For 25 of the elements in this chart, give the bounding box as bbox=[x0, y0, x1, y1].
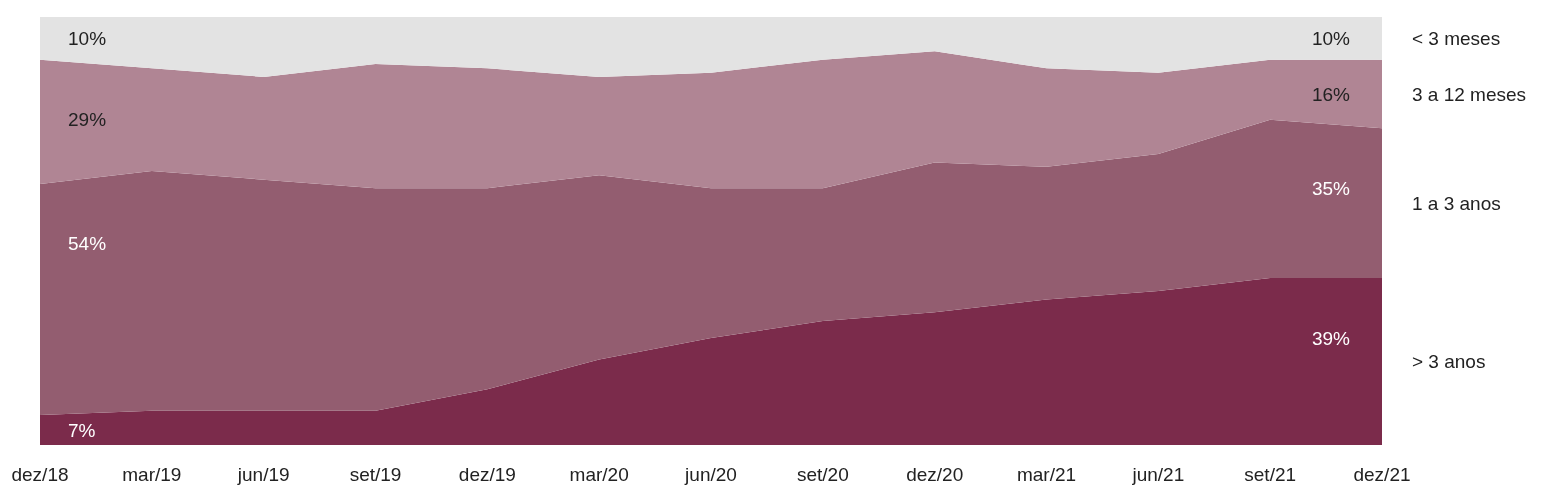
x-tick-label: mar/19 bbox=[122, 464, 182, 485]
data-label: 29% bbox=[68, 109, 107, 131]
x-tick-label: dez/19 bbox=[458, 464, 516, 485]
series-label: 3 a 12 meses bbox=[1412, 83, 1527, 105]
x-tick-label: set/19 bbox=[349, 464, 402, 485]
x-tick-label: dez/20 bbox=[906, 464, 964, 485]
series-label: > 3 anos bbox=[1412, 351, 1486, 373]
data-label: 39% bbox=[1311, 327, 1351, 349]
x-tick-label: dez/21 bbox=[1353, 464, 1411, 485]
x-tick-label: mar/20 bbox=[569, 464, 629, 485]
x-tick-label: jun/19 bbox=[236, 464, 290, 485]
series-label: < 3 meses bbox=[1412, 27, 1501, 49]
x-tick-label: jun/21 bbox=[1131, 464, 1185, 485]
data-label: 35% bbox=[1311, 177, 1351, 199]
data-label: 16% bbox=[1311, 83, 1351, 105]
x-tick-label: mar/21 bbox=[1016, 464, 1077, 485]
data-label: 54% bbox=[68, 233, 107, 255]
x-tick-label: set/21 bbox=[1244, 464, 1297, 485]
data-label: 7% bbox=[68, 419, 96, 441]
series-label: 1 a 3 anos bbox=[1412, 192, 1501, 214]
x-tick-label: set/20 bbox=[796, 464, 849, 485]
data-label: 10% bbox=[1311, 27, 1351, 49]
x-tick-label: dez/18 bbox=[11, 464, 69, 485]
data-label: 10% bbox=[68, 27, 107, 49]
x-tick-label: jun/20 bbox=[684, 464, 737, 485]
